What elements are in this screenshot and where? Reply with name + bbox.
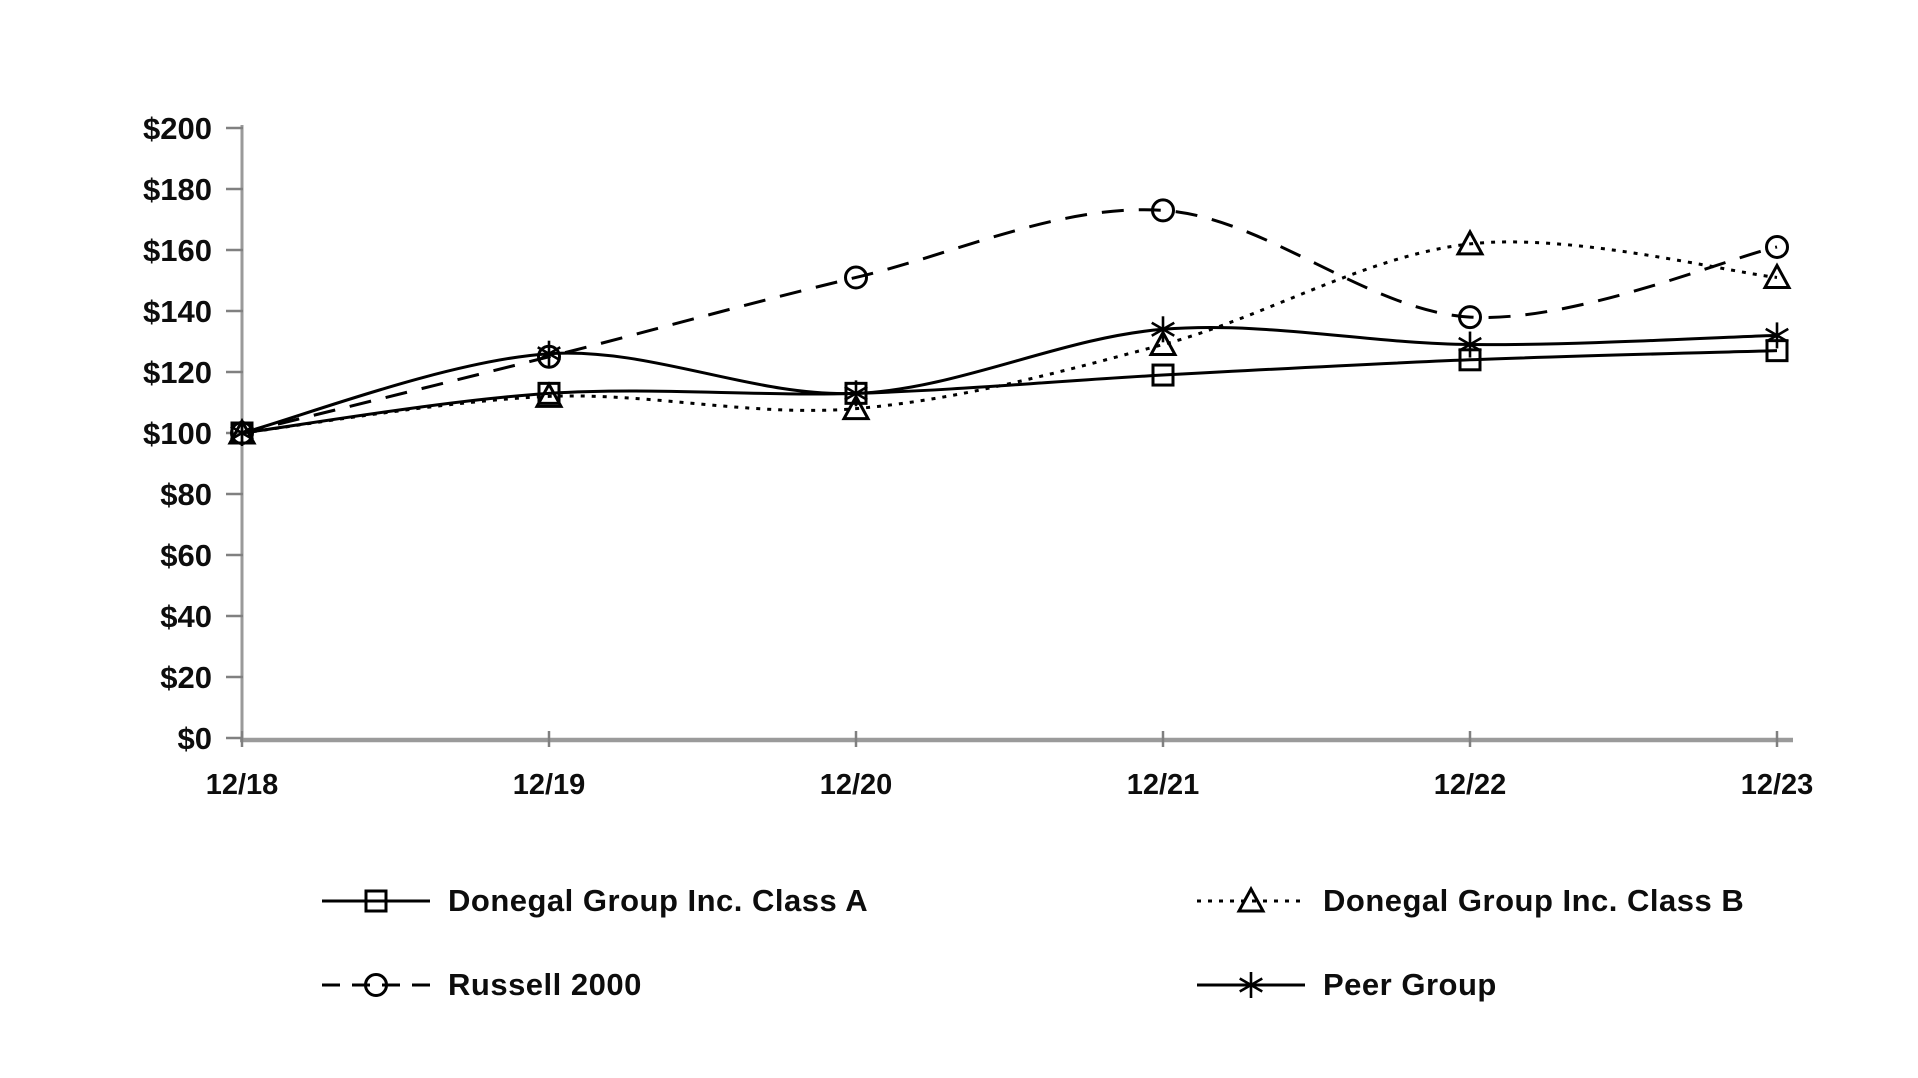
circle-marker-icon <box>844 265 868 290</box>
legend-swatch-triangle-dotted-icon <box>1197 885 1305 913</box>
y-tick-label: $200 <box>143 111 212 146</box>
legend-entry-class-a: Donegal Group Inc. Class A <box>320 880 1195 922</box>
legend-label-russell-2000: Russell 2000 <box>448 967 642 1002</box>
asterisk-marker-icon <box>1458 331 1482 358</box>
x-tick-label: 12/20 <box>820 769 893 801</box>
series-line-2 <box>241 208 1778 435</box>
asterisk-marker-icon <box>230 420 254 446</box>
y-tick-label: $0 <box>178 721 212 756</box>
legend-label-class-b: Donegal Group Inc. Class B <box>1323 883 1745 918</box>
square-marker-icon <box>1151 363 1175 387</box>
series-line-1 <box>241 240 1778 435</box>
y-tick-label: $80 <box>160 477 212 512</box>
x-tick-label: 12/21 <box>1127 769 1200 801</box>
triangle-marker-icon <box>1455 228 1485 256</box>
triangle-marker-icon <box>1762 262 1792 289</box>
series-line-3 <box>241 326 1778 435</box>
legend-label-class-a: Donegal Group Inc. Class A <box>448 883 869 918</box>
legend-label-peer-group: Peer Group <box>1323 967 1497 1002</box>
square-marker-icon <box>364 889 388 913</box>
legend-swatch-square-solid-icon <box>322 889 430 913</box>
y-tick-label: $100 <box>143 416 212 451</box>
circle-marker-icon <box>1151 198 1175 223</box>
y-tick-label: $20 <box>160 660 212 695</box>
legend-entry-russell-2000: Russell 2000 <box>320 964 1195 1006</box>
performance-line-chart: $0 $20 $40 $60 $80 $100 $120 $140 $160 $180 $200 12… <box>143 111 1814 801</box>
y-tick-label: $60 <box>160 538 212 573</box>
asterisk-marker-icon <box>1239 972 1263 998</box>
circle-marker-icon <box>1765 234 1789 259</box>
y-tick-label: $120 <box>143 355 212 390</box>
legend-swatch-circle-dashed-icon <box>322 973 430 997</box>
y-tick-label: $180 <box>143 172 212 207</box>
x-tick-label: 12/22 <box>1434 769 1507 801</box>
circle-marker-icon <box>364 973 388 997</box>
triangle-marker-icon <box>1236 885 1266 913</box>
y-tick-label: $140 <box>143 294 212 329</box>
asterisk-marker-icon <box>1151 316 1175 343</box>
asterisk-marker-icon <box>844 380 868 407</box>
x-tick-label: 12/23 <box>1741 769 1814 801</box>
asterisk-marker-icon <box>1765 322 1789 349</box>
y-tick-label: $40 <box>160 599 212 634</box>
circle-marker-icon <box>1458 305 1482 330</box>
x-tick-label: 12/19 <box>513 769 586 801</box>
chart-legend: Donegal Group Inc. Class A Donegal Group… <box>320 880 1744 1006</box>
x-tick-label: 12/18 <box>206 769 279 801</box>
legend-swatch-asterisk-solid-icon <box>1197 972 1305 998</box>
legend-entry-class-b: Donegal Group Inc. Class B <box>1195 880 1744 922</box>
triangle-marker-icon <box>841 393 871 421</box>
triangle-marker-icon <box>534 381 564 408</box>
triangle-marker-icon <box>1148 329 1178 357</box>
legend-entry-peer-group: Peer Group <box>1195 964 1744 1006</box>
asterisk-marker-icon <box>537 340 561 367</box>
y-tick-label: $160 <box>143 233 212 268</box>
